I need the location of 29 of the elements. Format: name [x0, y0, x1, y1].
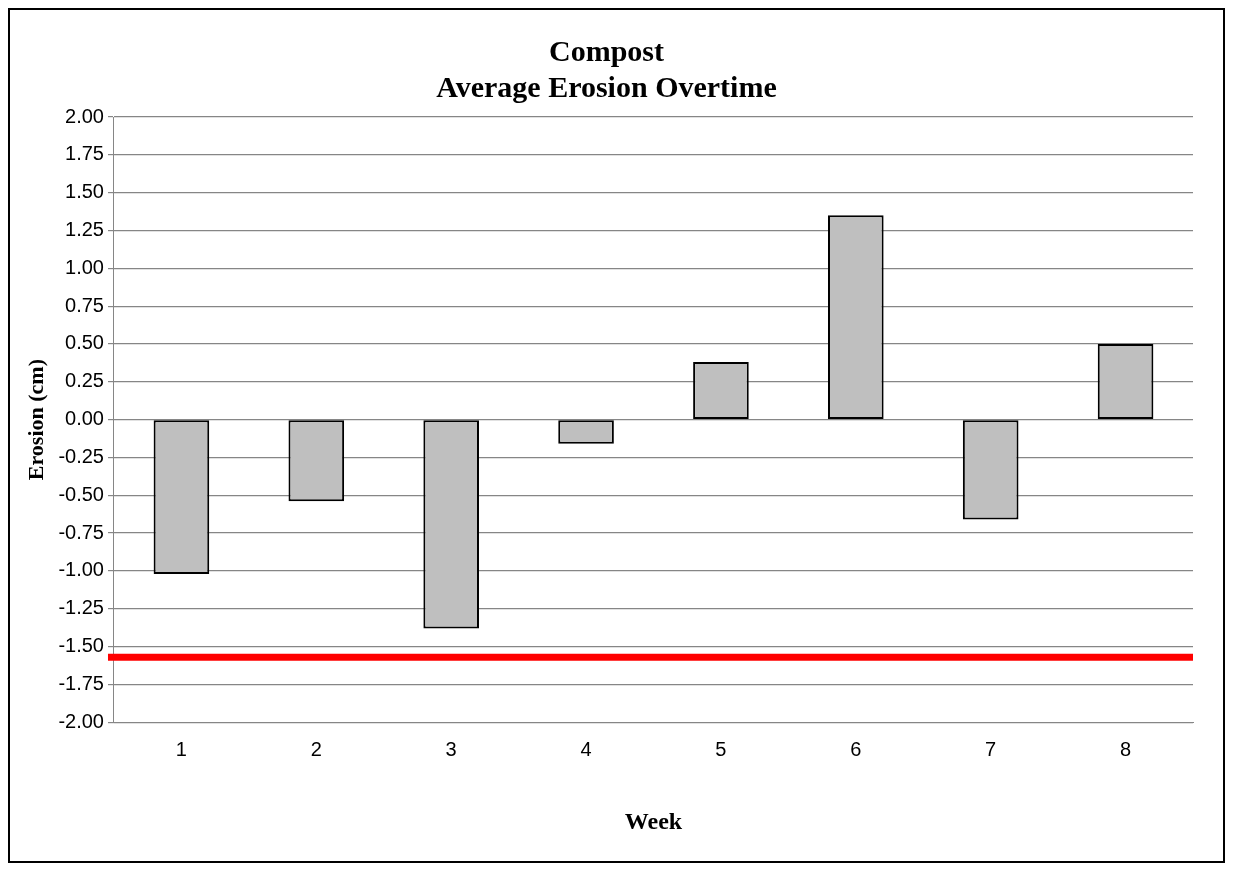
y-tick-label: -1.50 [58, 634, 104, 657]
y-tick-label: 0.00 [65, 407, 104, 430]
y-axis-title: Erosion (cm) [22, 359, 48, 481]
x-tick-label: 7 [985, 737, 997, 760]
text: Average Erosion Overtime [436, 69, 777, 103]
y-tick-label: 0.75 [65, 293, 104, 316]
y-tick-label: -0.50 [58, 482, 104, 505]
y-tick-label: -0.25 [58, 444, 104, 467]
y-tick-label: 1.75 [65, 142, 104, 165]
text: Compost [548, 33, 665, 67]
y-tick-label: -1.25 [58, 596, 104, 619]
y-tick-label: -2.00 [58, 709, 104, 732]
x-tick-label: 3 [445, 737, 457, 760]
y-tick-label: 2.00 [65, 104, 104, 127]
y-tick-label: -1.00 [58, 558, 104, 581]
y-tick-label: -0.75 [58, 520, 104, 543]
x-axis-title: Week [624, 807, 683, 834]
y-tick-label: 1.00 [65, 255, 104, 278]
x-tick-label: 1 [175, 737, 187, 760]
x-tick-label: 5 [715, 737, 727, 760]
x-tick-label: 4 [580, 737, 592, 760]
y-tick-label: 0.25 [65, 369, 104, 392]
y-tick-label: -1.75 [58, 671, 104, 694]
y-tick-label: 0.50 [65, 331, 104, 354]
y-tick-label: 1.25 [65, 217, 104, 240]
x-tick-label: 6 [850, 737, 862, 760]
x-tick-label: 8 [1120, 737, 1132, 760]
x-tick-label: 2 [310, 737, 322, 760]
y-tick-label: 1.50 [65, 180, 104, 203]
